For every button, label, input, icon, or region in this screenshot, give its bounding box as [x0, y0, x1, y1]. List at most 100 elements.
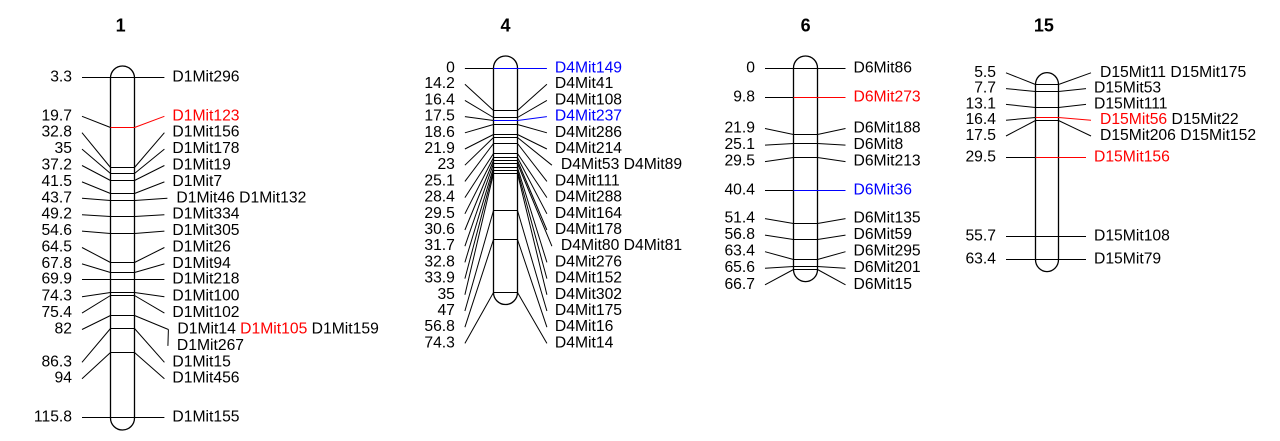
svg-text:D4Mit53 D4Mit89: D4Mit53 D4Mit89: [561, 156, 682, 173]
svg-text:D15Mit11 D15Mit175: D15Mit11 D15Mit175: [1100, 64, 1246, 81]
svg-text:37.2: 37.2: [41, 157, 72, 174]
svg-text:55.7: 55.7: [965, 228, 996, 245]
svg-text:D1Mit94: D1Mit94: [172, 255, 231, 272]
svg-text:31.7: 31.7: [424, 237, 455, 254]
svg-text:D1Mit178: D1Mit178: [172, 140, 239, 157]
svg-text:D4Mit14: D4Mit14: [555, 334, 614, 351]
svg-text:D1Mit14 D1Mit105 D1Mit159: D1Mit14 D1Mit105 D1Mit159: [177, 321, 378, 338]
svg-text:D1Mit305: D1Mit305: [172, 222, 239, 239]
svg-text:86.3: 86.3: [41, 353, 72, 370]
svg-text:D15Mit111: D15Mit111: [1094, 95, 1168, 112]
svg-text:49.2: 49.2: [41, 206, 72, 223]
svg-text:69.9: 69.9: [41, 271, 72, 288]
svg-text:16.4: 16.4: [965, 111, 996, 128]
svg-text:35: 35: [55, 140, 73, 157]
svg-text:4: 4: [500, 16, 510, 36]
svg-text:D1Mit102: D1Mit102: [172, 304, 239, 321]
svg-text:D6Mit201: D6Mit201: [854, 259, 921, 276]
svg-text:17.5: 17.5: [424, 108, 455, 125]
svg-text:D4Mit175: D4Mit175: [555, 302, 622, 319]
svg-text:D1Mit334: D1Mit334: [172, 206, 239, 223]
svg-text:D1Mit123: D1Mit123: [172, 107, 239, 124]
svg-text:D15Mit206 D15Mit152: D15Mit206 D15Mit152: [1100, 127, 1256, 144]
svg-text:D4Mit80 D4Mit81: D4Mit80 D4Mit81: [561, 237, 682, 254]
svg-text:63.4: 63.4: [724, 243, 755, 260]
svg-text:5.5: 5.5: [974, 64, 996, 81]
svg-text:D4Mit302: D4Mit302: [555, 286, 622, 303]
svg-text:40.4: 40.4: [724, 182, 755, 199]
svg-text:D4Mit276: D4Mit276: [555, 253, 622, 270]
svg-text:D6Mit135: D6Mit135: [854, 210, 921, 227]
svg-text:64.5: 64.5: [41, 239, 72, 256]
svg-text:29.5: 29.5: [965, 149, 996, 166]
svg-text:32.8: 32.8: [424, 253, 455, 270]
svg-text:D4Mit152: D4Mit152: [555, 270, 622, 287]
svg-text:23: 23: [437, 156, 455, 173]
svg-text:21.9: 21.9: [424, 140, 455, 157]
svg-text:47: 47: [437, 302, 454, 319]
svg-text:56.8: 56.8: [724, 226, 755, 243]
svg-text:0: 0: [446, 60, 455, 77]
svg-text:30.6: 30.6: [424, 221, 455, 238]
svg-text:D6Mit213: D6Mit213: [854, 153, 921, 170]
svg-text:D6Mit8: D6Mit8: [854, 136, 904, 153]
svg-text:9.8: 9.8: [733, 89, 755, 106]
svg-text:D15Mit53: D15Mit53: [1094, 80, 1161, 97]
svg-text:D1Mit15: D1Mit15: [172, 353, 231, 370]
svg-text:18.6: 18.6: [424, 124, 455, 141]
svg-text:17.5: 17.5: [965, 127, 996, 144]
svg-text:74.3: 74.3: [41, 288, 72, 305]
svg-text:D4Mit237: D4Mit237: [555, 108, 622, 125]
svg-text:D4Mit288: D4Mit288: [555, 189, 622, 206]
svg-text:D15Mit156: D15Mit156: [1094, 149, 1170, 166]
svg-text:54.6: 54.6: [41, 222, 72, 239]
svg-text:1: 1: [116, 16, 126, 36]
svg-text:65.6: 65.6: [724, 259, 755, 276]
svg-text:66.7: 66.7: [724, 276, 755, 293]
svg-text:D6Mit36: D6Mit36: [854, 182, 913, 199]
svg-text:D6Mit59: D6Mit59: [854, 226, 912, 243]
svg-text:0: 0: [746, 60, 755, 77]
svg-text:94: 94: [55, 370, 73, 387]
svg-text:7.7: 7.7: [974, 80, 996, 97]
svg-text:D4Mit164: D4Mit164: [555, 205, 622, 222]
svg-text:D4Mit111: D4Mit111: [555, 172, 620, 189]
svg-text:6: 6: [801, 16, 811, 36]
svg-text:D4Mit41: D4Mit41: [555, 75, 613, 92]
svg-text:28.4: 28.4: [424, 189, 455, 206]
svg-text:D4Mit149: D4Mit149: [555, 60, 622, 77]
svg-text:15: 15: [1034, 16, 1054, 36]
svg-text:D6Mit273: D6Mit273: [854, 89, 921, 106]
svg-text:D15Mit108: D15Mit108: [1094, 228, 1170, 245]
svg-text:D1Mit155: D1Mit155: [172, 409, 239, 426]
svg-text:56.8: 56.8: [424, 318, 455, 335]
svg-text:D1Mit456: D1Mit456: [172, 370, 239, 387]
svg-text:33.9: 33.9: [424, 270, 455, 287]
svg-text:D4Mit108: D4Mit108: [555, 91, 622, 108]
svg-text:25.1: 25.1: [424, 172, 455, 189]
svg-text:67.8: 67.8: [41, 255, 72, 272]
svg-text:14.2: 14.2: [424, 75, 455, 92]
svg-text:29.5: 29.5: [424, 205, 455, 222]
svg-text:115.8: 115.8: [34, 409, 72, 426]
svg-text:D15Mit56 D15Mit22: D15Mit56 D15Mit22: [1100, 111, 1239, 128]
svg-text:D1Mit7: D1Mit7: [172, 173, 222, 190]
svg-text:D1Mit267: D1Mit267: [177, 337, 244, 354]
svg-text:43.7: 43.7: [41, 189, 72, 206]
svg-text:D6Mit15: D6Mit15: [854, 276, 913, 293]
svg-text:D4Mit178: D4Mit178: [555, 221, 622, 238]
svg-text:D4Mit16: D4Mit16: [555, 318, 614, 335]
svg-text:D6Mit295: D6Mit295: [854, 243, 921, 260]
svg-text:D1Mit218: D1Mit218: [172, 271, 239, 288]
svg-text:D1Mit156: D1Mit156: [172, 124, 239, 141]
svg-text:D4Mit286: D4Mit286: [555, 124, 622, 141]
svg-text:13.1: 13.1: [965, 95, 996, 112]
svg-text:41.5: 41.5: [41, 173, 72, 190]
svg-text:16.4: 16.4: [424, 91, 455, 108]
svg-text:82: 82: [55, 321, 72, 338]
svg-text:35: 35: [437, 286, 455, 303]
svg-text:3.3: 3.3: [50, 69, 72, 86]
svg-text:D4Mit214: D4Mit214: [555, 140, 622, 157]
svg-text:75.4: 75.4: [41, 304, 72, 321]
svg-text:D1Mit26: D1Mit26: [172, 239, 231, 256]
